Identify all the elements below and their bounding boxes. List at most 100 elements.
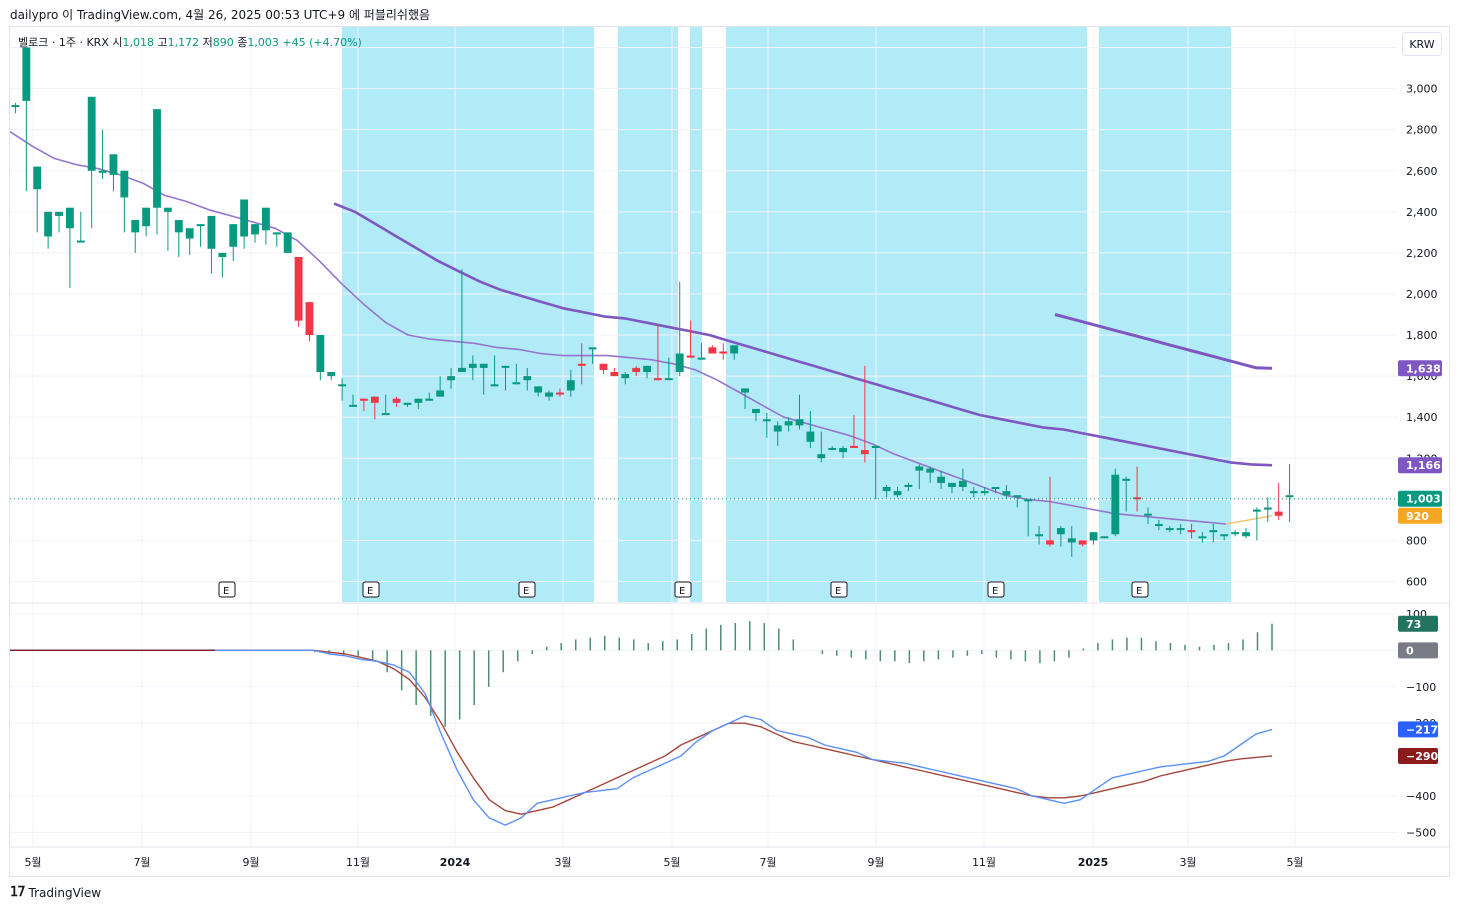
price-axis-tick: 600 [1406,575,1427,588]
tradingview-logo-icon: 𝟣𝟩 [10,885,26,900]
ma-mid-tail-line [1225,515,1273,525]
price-tag [1398,360,1442,377]
macd-line [10,649,1273,826]
price-tag [1398,490,1442,507]
candle-body [904,484,913,487]
candle-body [784,421,793,426]
price-axis-tick: 2,000 [1406,288,1438,301]
macd-value-tag-label: −290 [1406,750,1439,763]
candle-body [795,419,804,426]
candle-body [468,363,477,368]
candle-body [882,487,891,492]
highlight-zone [726,27,1087,602]
earnings-marker [830,581,848,598]
candle-body [1209,530,1218,533]
candle-body [523,376,532,381]
price-axis-tick: 2,600 [1406,165,1438,178]
price-tag [1398,457,1442,474]
candle-body [109,154,118,175]
macd-value-tag [1398,721,1438,738]
price-axis-tick: 3,000 [1406,83,1438,96]
candle-body [1035,534,1044,537]
footer-brand[interactable]: 𝟣𝟩 TradingView [10,885,101,900]
candle-body [1220,534,1229,537]
candle-body [1067,538,1076,543]
candle-body [1176,528,1185,531]
candle-body [839,447,847,453]
macd-axis-tick: −400 [1406,790,1436,803]
candle-body [185,228,194,239]
time-axis-tick: 9월 [242,856,259,869]
earnings-marker-label: E [367,586,373,597]
candle-body [305,302,314,336]
candle-body [65,207,74,229]
close-label: 종 [237,36,248,49]
price-axis-tick: 2,400 [1406,206,1438,219]
candle-body [87,96,96,171]
earnings-marker-label: E [835,586,841,597]
brand-name: TradingView [28,885,102,900]
macd-axis-tick: −100 [1406,681,1436,694]
candle-body [806,431,815,442]
highlight-zone [618,27,678,602]
candle-body [599,363,608,370]
candle-body [566,380,575,391]
candle-body [1111,474,1120,535]
candle-body [163,207,172,212]
candle-body [207,215,216,249]
candle-body [545,392,553,397]
earnings-marker [1131,581,1149,598]
candle-body [762,419,771,422]
candle-body [1100,536,1109,539]
candle-body [686,355,695,358]
candle-body [860,450,869,455]
candle-body [131,220,140,233]
price-axis-tick: 2,800 [1406,124,1438,137]
low-label: 저 [202,36,213,49]
candle-body [675,353,684,372]
candle-body [425,398,434,401]
candle-body [1133,497,1142,500]
candle-body [327,372,336,377]
candle-body [142,207,151,227]
time-axis-tick: 3월 [554,856,571,869]
time-axis-tick: 3월 [1179,856,1196,869]
macd-value-tag [1398,615,1438,632]
candle-body [893,491,902,496]
candle-body [1285,495,1294,498]
high-label: 고 [157,36,168,49]
candle-body [1122,478,1131,481]
price-axis-tick: 1,800 [1406,329,1438,342]
open-label: 시 [112,36,123,49]
highlight-zone [1099,27,1231,602]
candle-body [381,413,390,416]
candle-body [33,166,42,190]
earnings-marker-label: E [992,586,998,597]
macd-value-tag [1398,642,1438,659]
earnings-marker [518,581,536,598]
candle-body [120,170,129,198]
candle-body [261,207,270,231]
currency-button[interactable]: KRW [1402,32,1442,56]
time-axis-tick: 5월 [663,856,680,869]
candle-body [44,211,53,237]
time-axis-tick: 5월 [1286,856,1303,869]
candle-body [153,109,161,208]
candle-body [850,445,858,448]
candle-body [218,252,227,257]
candle-body [1187,530,1196,533]
candle-body [501,365,510,368]
price-axis-tick: 1,400 [1406,411,1438,424]
candle-body [316,335,325,372]
candle-body [752,408,760,414]
candle-body [632,367,641,372]
ma-short-line [1054,313,1273,370]
candle-body [980,491,989,494]
highlight-zone [342,27,594,602]
candle-body [76,240,85,243]
earnings-marker-label: E [223,586,229,597]
signal-line [10,649,1273,815]
candle-body [392,398,401,403]
candle-body [991,487,1000,490]
